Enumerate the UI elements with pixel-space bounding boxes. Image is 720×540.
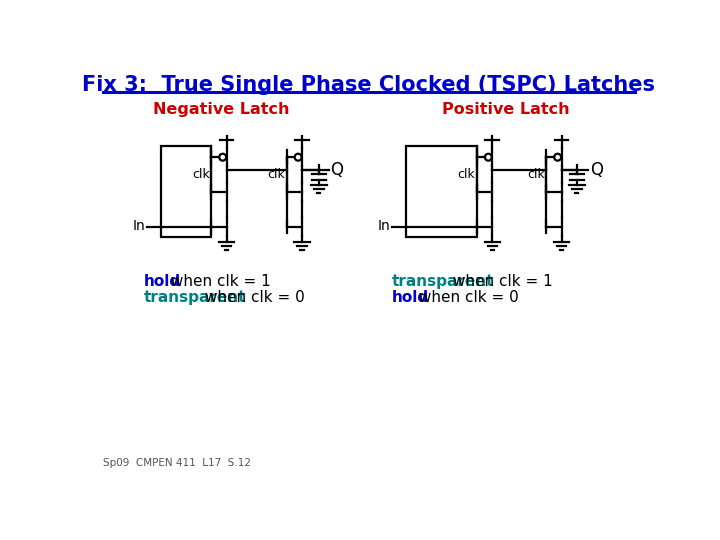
Text: transparent: transparent [144,289,247,305]
Text: In: In [378,219,390,233]
Text: Negative Latch: Negative Latch [153,102,289,117]
Text: Fix 3:  True Single Phase Clocked (TSPC) Latches: Fix 3: True Single Phase Clocked (TSPC) … [83,75,655,95]
Text: when clk = 1: when clk = 1 [166,274,271,289]
Text: Positive Latch: Positive Latch [442,102,570,117]
Text: clk: clk [527,168,544,181]
Text: Q: Q [590,161,603,179]
Text: clk: clk [457,168,475,181]
Text: hold: hold [392,289,429,305]
Text: transparent: transparent [392,274,495,289]
Text: Q: Q [330,161,343,179]
Text: Sp09  CMPEN 411  L17  S.12: Sp09 CMPEN 411 L17 S.12 [102,458,251,468]
Bar [406,146,477,237]
Text: when clk = 0: when clk = 0 [200,289,305,305]
Text: In: In [133,219,145,233]
Text: clk: clk [192,168,210,181]
Text: when clk = 0: when clk = 0 [415,289,519,305]
Text: clk: clk [267,168,285,181]
Text: when clk = 1: when clk = 1 [449,274,553,289]
Text: hold: hold [144,274,181,289]
Bar [161,146,211,237]
